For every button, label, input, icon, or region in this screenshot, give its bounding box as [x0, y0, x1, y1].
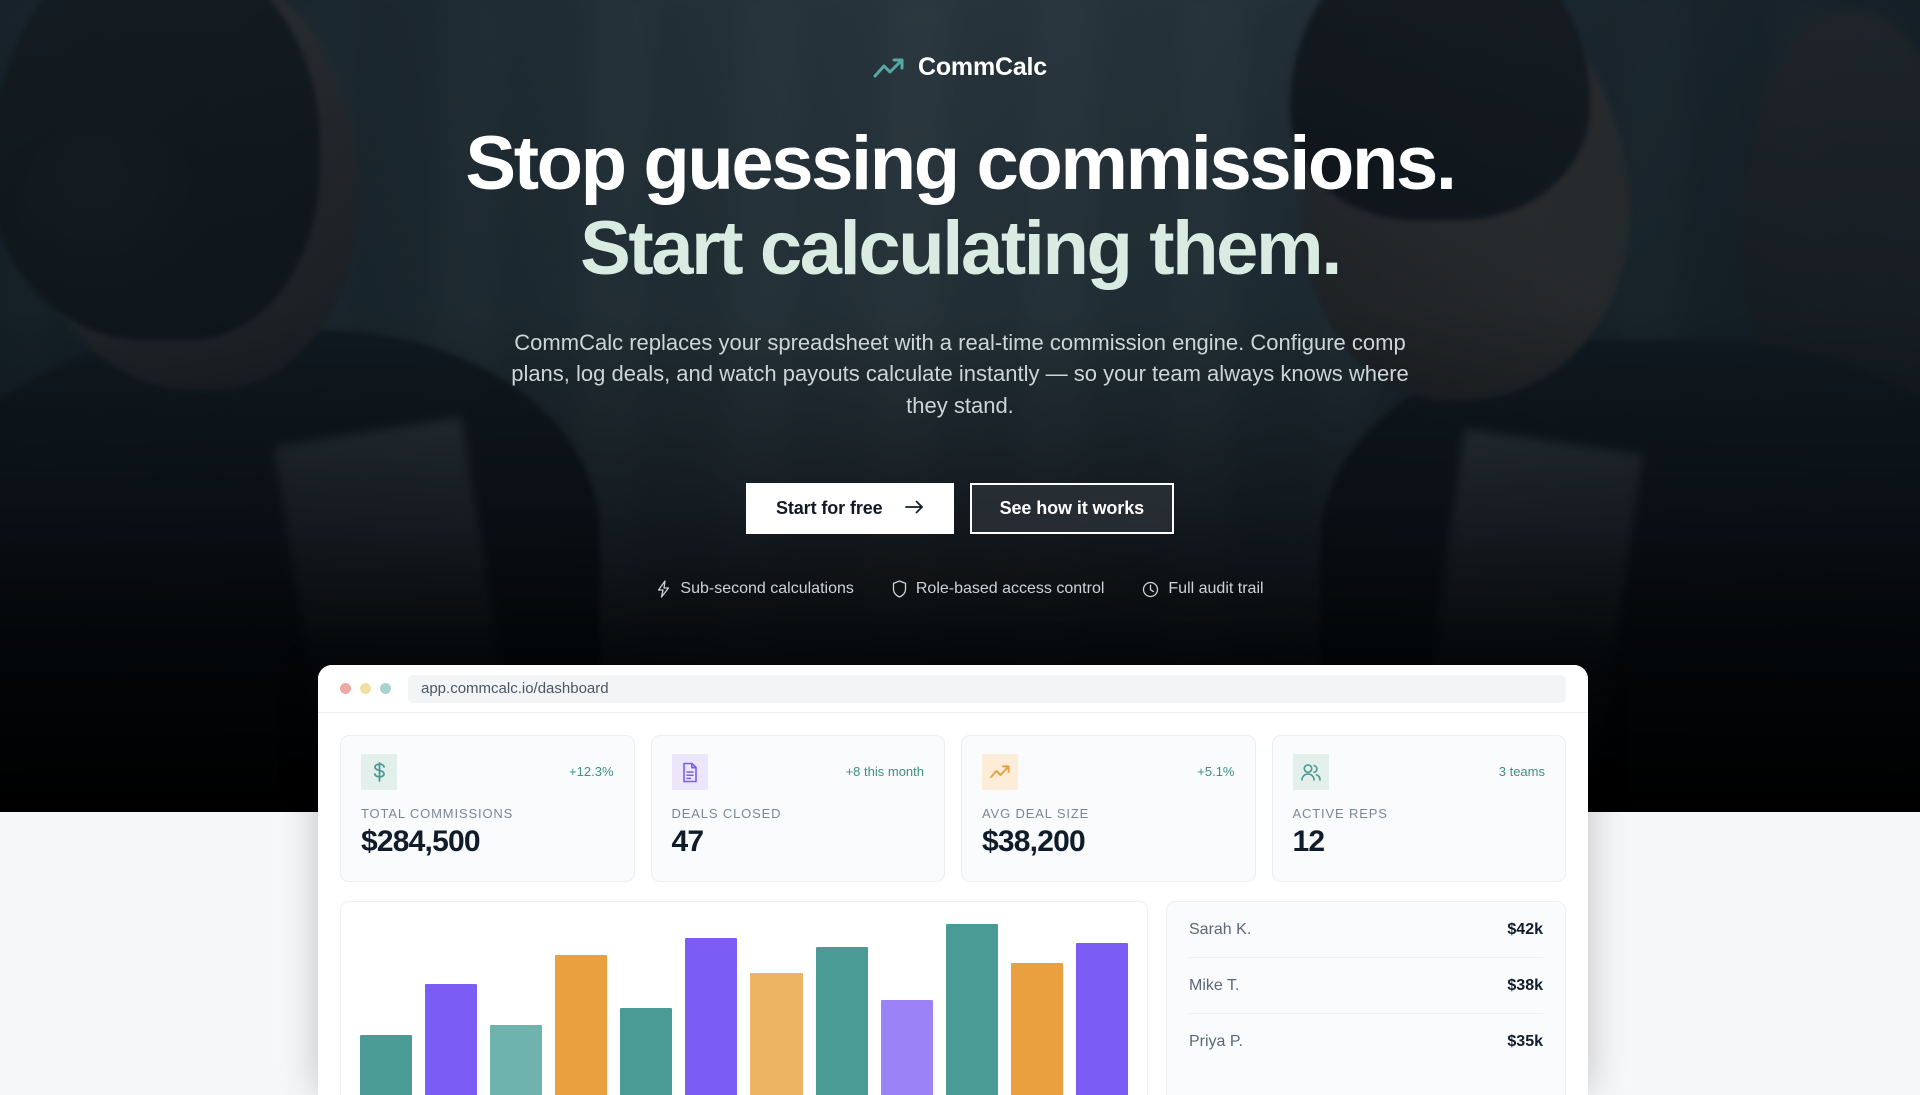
- feature-badges: Sub-second calculations Role-based acces…: [0, 580, 1920, 598]
- chart-bar: [880, 1000, 933, 1095]
- secondary-cta-label: See how it works: [999, 498, 1145, 518]
- chart-bar: [945, 924, 998, 1095]
- stat-delta: +5.1%: [1197, 764, 1235, 779]
- rep-amount: $35k: [1507, 1033, 1543, 1050]
- list-item[interactable]: Priya P. $35k: [1189, 1014, 1543, 1070]
- list-item[interactable]: Mike T. $38k: [1189, 958, 1543, 1014]
- chart-bar: [555, 954, 608, 1095]
- list-item[interactable]: Sarah K. $42k: [1189, 902, 1543, 958]
- badge-full-audit-trail: Full audit trail: [1142, 580, 1264, 598]
- stat-delta: 3 teams: [1498, 764, 1545, 779]
- stat-cards-row: +12.3% TOTAL COMMISSIONS $284,500 +8 thi…: [340, 735, 1566, 882]
- badge-sub-second-calculations: Sub-second calculations: [656, 580, 854, 598]
- maximize-dot-icon[interactable]: [380, 683, 391, 694]
- badge-label: Role-based access control: [915, 580, 1105, 597]
- address-bar-url: app.commcalc.io/dashboard: [421, 680, 609, 697]
- stat-label: AVG DEAL SIZE: [982, 806, 1090, 821]
- headline-line-1: Stop guessing commissions.: [465, 121, 1457, 206]
- lightning-bolt-icon: [656, 580, 671, 598]
- browser-chrome: app.commcalc.io/dashboard: [318, 665, 1588, 713]
- see-how-it-works-button[interactable]: See how it works: [969, 483, 1175, 534]
- chart-bar: [360, 1035, 413, 1095]
- dollar-icon: [361, 754, 397, 790]
- stat-label: DEALS CLOSED: [671, 806, 782, 821]
- stat-value: $38,200: [982, 825, 1086, 858]
- start-for-free-button[interactable]: Start for free: [745, 483, 954, 534]
- chart-bar: [1010, 963, 1063, 1095]
- rep-name: Priya P.: [1189, 1033, 1243, 1050]
- shield-icon: [892, 580, 907, 598]
- stat-card-active-reps[interactable]: 3 teams ACTIVE REPS 12: [1271, 735, 1566, 882]
- arrow-right-icon: [904, 498, 924, 519]
- address-bar[interactable]: app.commcalc.io/dashboard: [408, 674, 1566, 703]
- page-title: Stop guessing commissions. Start calcula…: [0, 121, 1920, 291]
- rep-name: Mike T.: [1189, 976, 1240, 994]
- clock-icon: [1142, 581, 1159, 598]
- rep-name: Sarah K.: [1189, 920, 1252, 938]
- stat-card-total-commissions[interactable]: +12.3% TOTAL COMMISSIONS $284,500: [340, 735, 635, 882]
- top-reps-leaderboard: Sarah K. $42k Mike T. $38k Priya P. $35k: [1166, 901, 1566, 1095]
- commissions-bar-chart[interactable]: [340, 901, 1148, 1095]
- window-traffic-lights: [340, 683, 391, 694]
- brand-name: CommCalc: [918, 53, 1047, 81]
- brand-logo[interactable]: CommCalc: [0, 53, 1920, 82]
- chart-bar: [750, 973, 803, 1095]
- chart-bar: [490, 1024, 543, 1095]
- badge-label: Sub-second calculations: [680, 580, 854, 597]
- primary-cta-label: Start for free: [775, 498, 883, 518]
- stat-value: 12: [1292, 825, 1326, 858]
- chart-bar: [425, 983, 478, 1095]
- dashboard-lower-row: Sarah K. $42k Mike T. $38k Priya P. $35k: [340, 901, 1566, 1095]
- browser-mockup: app.commcalc.io/dashboard +12.3% TOTAL C…: [318, 665, 1588, 1095]
- chart-bar: [1075, 942, 1128, 1095]
- chart-bar: [815, 946, 868, 1095]
- users-icon: [1292, 754, 1329, 790]
- chart-bar: [685, 938, 738, 1095]
- stat-card-deals-closed[interactable]: +8 this month DEALS CLOSED 47: [650, 735, 945, 882]
- close-dot-icon[interactable]: [340, 683, 351, 694]
- stat-card-avg-deal-size[interactable]: +5.1% AVG DEAL SIZE $38,200: [961, 735, 1256, 882]
- stat-value: 47: [671, 825, 705, 858]
- trending-up-icon: [873, 57, 905, 79]
- badge-role-based-access-control: Role-based access control: [892, 580, 1105, 598]
- trending-up-icon: [982, 754, 1018, 790]
- chart-bar: [620, 1008, 673, 1095]
- headline-line-2: Start calculating them.: [580, 205, 1342, 291]
- cta-row: Start for free See how it works: [0, 483, 1920, 534]
- badge-label: Full audit trail: [1168, 580, 1264, 597]
- document-icon: [671, 754, 708, 790]
- bar-chart-bars: [360, 924, 1128, 1095]
- stat-delta: +8 this month: [845, 764, 924, 779]
- rep-amount: $38k: [1507, 976, 1543, 994]
- stat-delta: +12.3%: [569, 764, 614, 779]
- stat-value: $284,500: [361, 825, 481, 858]
- dashboard-body: +12.3% TOTAL COMMISSIONS $284,500 +8 thi…: [318, 713, 1588, 1095]
- stat-label: TOTAL COMMISSIONS: [361, 806, 514, 821]
- minimize-dot-icon[interactable]: [360, 683, 371, 694]
- rep-amount: $42k: [1507, 920, 1543, 938]
- stat-label: ACTIVE REPS: [1292, 806, 1388, 821]
- hero-subheading: CommCalc replaces your spreadsheet with …: [511, 330, 1409, 418]
